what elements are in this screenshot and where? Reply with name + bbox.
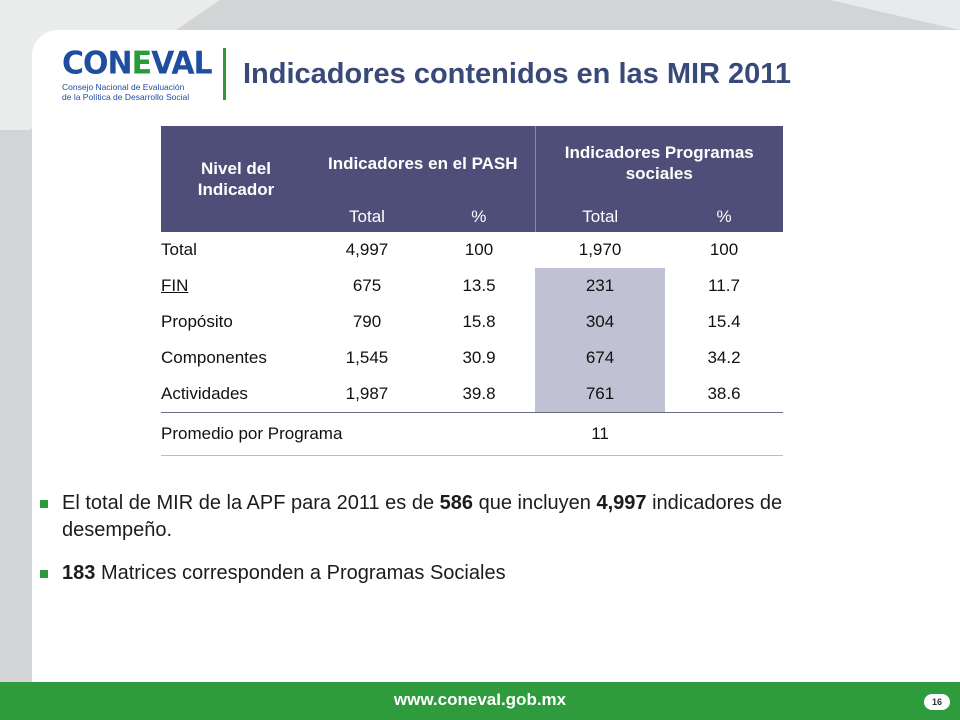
bullet-number: 183 [62,562,96,584]
bullet-item: El total de MIR de la APF para 2011 es d… [40,490,870,544]
table-row: Actividades 1,987 39.8 761 38.6 [161,376,784,413]
cell-soc-pct: 11.7 [708,276,740,295]
indicators-table: Nivel del Indicador Indicadores en el PA… [161,126,784,456]
cell-soc-total: 304 [535,304,666,340]
bullet-square-icon [40,570,48,578]
bullet-text: indicadores de desempeño. [62,492,783,541]
bullet-text: que incluyen [478,492,591,514]
bullet-number: 586 [439,492,474,514]
table-row: Propósito 790 15.8 304 15.4 [161,304,783,340]
table-subheader-row: Total % Total % [161,200,784,232]
cell-pash-total: 790 [352,312,382,331]
title-divider [223,48,226,100]
row-label: Propósito [161,312,233,331]
bullet-number: 4,997 [596,492,647,514]
cell-pash-total: 1,545 [345,348,389,367]
bullet-item: 183 Matrices corresponden a Programas So… [40,560,870,587]
promedio-empty [665,412,784,456]
cell-pash-pct: 30.9 [462,348,496,367]
cell-soc-total: 231 [535,268,666,304]
cell-soc-pct: 34.2 [707,348,741,367]
header-soc-total: Total [534,200,666,232]
table-row: FIN 675 13.5 231 11.7 [161,268,783,304]
cell-soc-total: 761 [535,376,666,413]
table-header-row: Nivel del Indicador Indicadores en el PA… [161,126,784,232]
promedio-value: 11 [535,412,666,456]
cell-pash-total: 4,997 [345,240,389,259]
bullet-text: El total de MIR de la APF para 2011 es d… [62,492,435,514]
row-label: Total [161,240,197,259]
coneval-logo: CONEVAL Consejo Nacional de Evaluación d… [62,45,213,108]
cell-pash-total: 1,987 [311,376,423,413]
header-soc-pct: % [665,200,784,232]
cell-pash-pct: 15.8 [462,312,496,331]
header-pash: Indicadores en el PASH [311,126,536,200]
cell-soc-total: 1,970 [578,240,622,259]
cell-soc-pct: 100 [709,240,739,259]
logo-subtitle-line1: Consejo Nacional de Evaluación [62,82,185,92]
header-nivel: Nivel del Indicador [161,126,311,232]
page-number: 16 [924,694,950,710]
cell-pash-pct: 13.5 [462,276,496,295]
header-programas-sociales: Indicadores Programas sociales [534,126,784,200]
row-label: Componentes [161,348,267,367]
cell-pash-total: 675 [352,276,382,295]
cell-soc-total: 674 [535,340,666,376]
table-row: Total 4,997 100 1,970 100 [161,232,783,268]
cell-pash-pct: 39.8 [423,376,536,413]
footer-bar: www.conevaI.gob.mx 16 [0,682,960,720]
cell-soc-pct: 15.4 [707,312,741,331]
bullet-square-icon [40,500,48,508]
table-row-promedio: Promedio por Programa 11 [161,412,784,456]
row-label: Actividades [161,376,311,413]
header-pash-total: Total [311,200,423,232]
page-title: Indicadores contenidos en las MIR 2011 [243,58,791,90]
fin-link-text: FIN [161,276,189,295]
header-pash-pct: % [423,200,536,232]
cell-soc-pct: 38.6 [665,376,784,413]
bullet-text: Matrices corresponden a Programas Social… [100,562,506,584]
footer-url[interactable]: www.conevaI.gob.mx [393,690,567,709]
table-row: Componentes 1,545 30.9 674 34.2 [161,340,783,376]
logo-wordmark: CONEVAL [62,45,213,82]
promedio-label: Promedio por Programa [161,412,536,456]
row-label: FIN [161,268,311,304]
cell-pash-pct: 100 [464,240,494,259]
logo-subtitle-line2: de la Política de Desarrollo Social [62,92,190,102]
bullet-list: El total de MIR de la APF para 2011 es d… [40,490,870,603]
